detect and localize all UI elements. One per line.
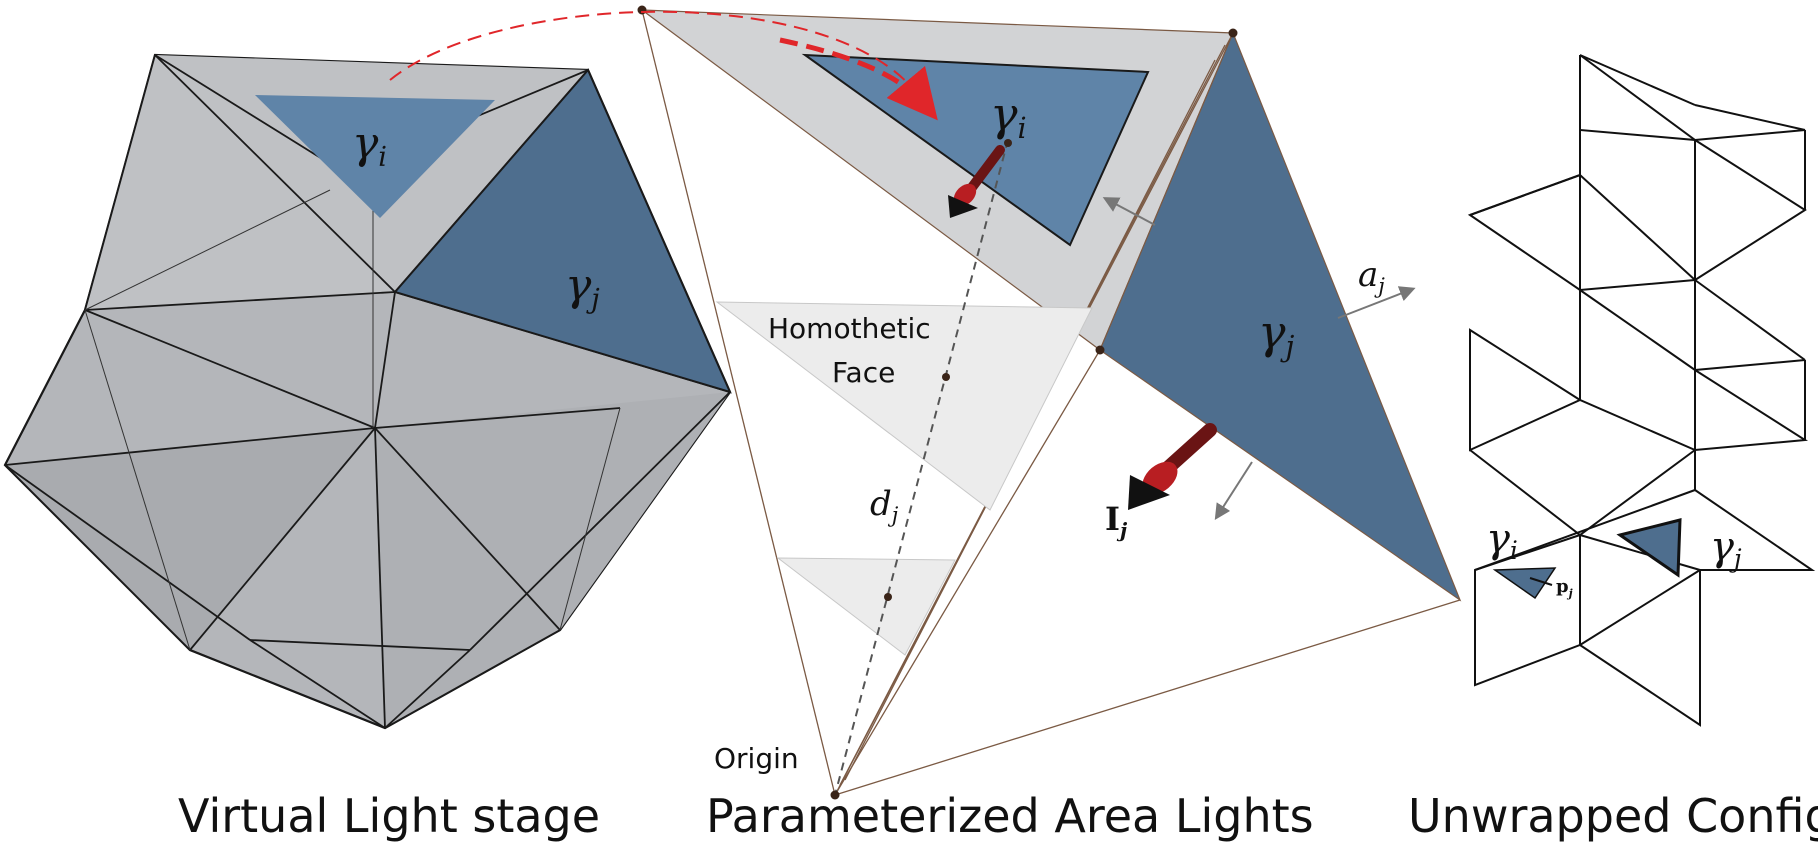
unwrap-label-gamma-i: γi bbox=[1486, 516, 1518, 565]
unwrapped-config bbox=[1467, 54, 1816, 727]
unwrap-line bbox=[1579, 534, 1701, 571]
stage-edges bbox=[4, 54, 731, 729]
unwrapped-faces: γi γj pj bbox=[1486, 516, 1742, 600]
unwrap-line bbox=[1694, 129, 1806, 141]
homothetic-face-large bbox=[715, 301, 1093, 511]
intensity-arrow-gamma-i bbox=[948, 145, 1005, 218]
stage-label-gamma-j: γj bbox=[565, 260, 600, 315]
intensity-arrow-gamma-j bbox=[1128, 423, 1217, 510]
unwrap-line bbox=[1579, 55, 1807, 281]
stage-face-gamma-i bbox=[255, 95, 495, 218]
stage-thin-edges bbox=[84, 189, 621, 651]
caption-unwrapped-config: Unwrapped Config. bbox=[1408, 789, 1818, 843]
label-I-j: Ij bbox=[1105, 500, 1128, 542]
caption-virtual-light-stage: Virtual Light stage bbox=[178, 789, 600, 843]
mapping-arrow-bold bbox=[779, 37, 938, 121]
parameterized-area-lights: γi γj aj dj Ij Homothetic Face Origin bbox=[637, 5, 1462, 800]
unwrap-line bbox=[1694, 104, 1806, 131]
stage-label-gamma-i: γi bbox=[352, 118, 387, 173]
stage-facet-lower-right bbox=[375, 392, 730, 728]
stage-face-gamma-j bbox=[393, 68, 732, 394]
unwrap-line bbox=[1694, 279, 1806, 361]
normal-arrow-upper bbox=[1102, 197, 1156, 226]
unwrap-label-p-j: pj bbox=[1556, 576, 1573, 600]
area-label-gamma-j: γj bbox=[1258, 305, 1295, 363]
normal-arrow-right bbox=[1337, 286, 1416, 319]
caption-parameterized-area-lights: Parameterized Area Lights bbox=[706, 789, 1314, 843]
unwrap-line bbox=[1474, 489, 1696, 571]
distance-dashed-line bbox=[834, 139, 1009, 796]
unwrap-line bbox=[1579, 54, 1696, 106]
virtual-light-stage: γi γj bbox=[3, 53, 732, 730]
unwrap-face-gamma-j bbox=[1616, 518, 1682, 578]
pj-pointer bbox=[1529, 577, 1553, 586]
label-a-j: aj bbox=[1358, 255, 1385, 298]
unwrap-line bbox=[1474, 489, 1816, 727]
unwrap-line bbox=[1694, 359, 1806, 371]
unwrap-line bbox=[1469, 174, 1581, 216]
homothetic-label-line2: Face bbox=[832, 356, 895, 389]
vertex-points bbox=[637, 5, 1238, 800]
normal-arrow-lower bbox=[1214, 461, 1253, 521]
unwrap-label-gamma-j: γj bbox=[1710, 524, 1742, 573]
homothetic-face-small bbox=[776, 557, 956, 656]
area-label-gamma-i: γi bbox=[990, 87, 1027, 145]
stage-facet-lower bbox=[5, 428, 375, 650]
homothetic-label-line1: Homothetic bbox=[768, 312, 931, 345]
unwrap-line bbox=[1579, 569, 1701, 646]
unwrap-line bbox=[1469, 289, 1809, 452]
label-d-j: dj bbox=[870, 484, 899, 527]
mapping-arrow bbox=[389, 10, 926, 106]
origin-label: Origin bbox=[714, 742, 799, 775]
area-light-gamma-j bbox=[1099, 31, 1462, 602]
